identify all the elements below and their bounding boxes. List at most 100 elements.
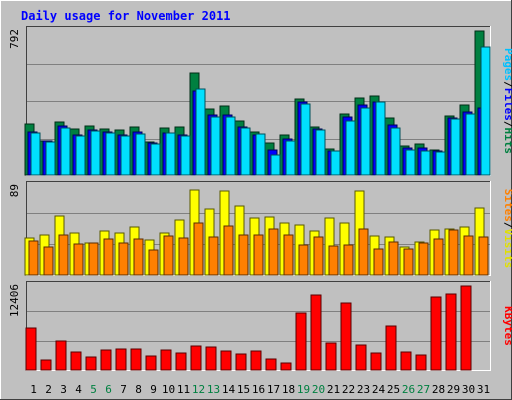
legend-part: Sites bbox=[502, 189, 512, 222]
bar-sites-day-2 bbox=[43, 246, 54, 276]
bar-sites-day-3 bbox=[58, 234, 69, 276]
bar-sites-day-25 bbox=[388, 241, 399, 276]
bar-sites-day-22 bbox=[343, 244, 354, 276]
chart-title: Daily usage for November 2011 bbox=[21, 9, 231, 23]
bar-pages-day-3 bbox=[60, 127, 71, 176]
bar-pages-day-30 bbox=[465, 113, 476, 176]
bar-sites-day-13 bbox=[208, 236, 219, 276]
bar-kbytes-day-12 bbox=[190, 345, 202, 371]
bar-sites-day-12 bbox=[193, 222, 204, 276]
bar-kbytes-day-5 bbox=[85, 356, 97, 371]
bar-pages-day-7 bbox=[120, 135, 131, 176]
bar-sites-day-18 bbox=[283, 234, 294, 276]
bar-pages-day-22 bbox=[345, 120, 356, 176]
bar-kbytes-day-15 bbox=[235, 353, 247, 371]
x-tick-label-day-1: 1 bbox=[30, 383, 37, 396]
series-pages bbox=[30, 46, 491, 176]
bar-kbytes-day-2 bbox=[40, 359, 52, 371]
bar-kbytes-day-4 bbox=[70, 351, 82, 371]
x-tick-label-day-19: 19 bbox=[297, 383, 310, 396]
bar-kbytes-day-25 bbox=[385, 325, 397, 371]
x-tick-label-day-20: 20 bbox=[312, 383, 325, 396]
bar-sites-day-23 bbox=[358, 228, 369, 276]
bar-sites-day-1 bbox=[28, 240, 39, 276]
x-tick-label-day-12: 12 bbox=[192, 383, 205, 396]
x-tick-label-day-9: 9 bbox=[150, 383, 157, 396]
bar-pages-day-11 bbox=[180, 135, 191, 176]
bar-pages-day-28 bbox=[435, 151, 446, 176]
x-tick-label-day-6: 6 bbox=[105, 383, 112, 396]
bar-kbytes-day-13 bbox=[205, 346, 217, 371]
y-max-label: 792 bbox=[8, 29, 21, 49]
bar-kbytes-day-14 bbox=[220, 350, 232, 371]
bar-pages-day-25 bbox=[390, 127, 401, 176]
bar-pages-day-2 bbox=[45, 141, 56, 176]
legend-part: Pages bbox=[502, 48, 512, 81]
bar-kbytes-day-11 bbox=[175, 352, 187, 371]
bar-pages-day-24 bbox=[375, 101, 386, 176]
series-sites bbox=[28, 222, 489, 276]
bar-sites-day-26 bbox=[403, 248, 414, 276]
bar-pages-day-20 bbox=[315, 129, 326, 176]
panel-legend-label: Sites/Visits bbox=[502, 189, 512, 269]
bar-sites-day-8 bbox=[133, 238, 144, 276]
x-tick-label-day-25: 25 bbox=[387, 383, 400, 396]
bar-kbytes-day-9 bbox=[145, 355, 157, 371]
bar-kbytes-day-30 bbox=[460, 285, 472, 371]
bar-kbytes-day-8 bbox=[130, 348, 142, 371]
panel-kbytes: 12406 KBytes bbox=[8, 281, 512, 371]
bar-sites-day-15 bbox=[238, 234, 249, 276]
x-tick-label-day-3: 3 bbox=[60, 383, 67, 396]
bar-sites-day-7 bbox=[118, 242, 129, 276]
bar-pages-day-4 bbox=[75, 135, 86, 176]
legend-part: KBytes bbox=[502, 306, 512, 346]
legend-part: / bbox=[502, 121, 512, 128]
bar-kbytes-day-27 bbox=[415, 354, 427, 371]
x-tick-label-day-13: 13 bbox=[207, 383, 220, 396]
bar-sites-day-17 bbox=[268, 228, 279, 276]
bar-pages-day-23 bbox=[360, 107, 371, 176]
x-tick-label-day-4: 4 bbox=[75, 383, 82, 396]
bar-kbytes-day-19 bbox=[295, 312, 307, 371]
bar-pages-day-16 bbox=[255, 133, 266, 176]
x-tick-label-day-24: 24 bbox=[372, 383, 386, 396]
bar-kbytes-day-6 bbox=[100, 349, 112, 371]
bar-sites-day-31 bbox=[478, 236, 489, 276]
x-tick-label-day-29: 29 bbox=[447, 383, 460, 396]
x-tick-label-day-5: 5 bbox=[90, 383, 97, 396]
bar-pages-day-19 bbox=[300, 103, 311, 176]
bar-kbytes-day-10 bbox=[160, 349, 172, 371]
x-tick-label-day-14: 14 bbox=[222, 383, 236, 396]
legend-part: Visits bbox=[502, 229, 512, 269]
bar-pages-day-6 bbox=[105, 132, 116, 176]
bar-kbytes-day-23 bbox=[355, 344, 367, 371]
x-tick-label-day-2: 2 bbox=[45, 383, 52, 396]
bar-pages-day-9 bbox=[150, 143, 161, 176]
bar-kbytes-day-17 bbox=[265, 358, 277, 371]
legend-part: / bbox=[502, 81, 512, 88]
x-tick-label-day-8: 8 bbox=[135, 383, 142, 396]
bar-sites-day-14 bbox=[223, 225, 234, 276]
bar-pages-day-15 bbox=[240, 127, 251, 176]
bar-kbytes-day-16 bbox=[250, 350, 262, 371]
bar-sites-day-24 bbox=[373, 248, 384, 276]
bar-pages-day-18 bbox=[285, 140, 296, 176]
x-tick-label-day-7: 7 bbox=[120, 383, 127, 396]
bar-kbytes-day-7 bbox=[115, 348, 127, 371]
bar-pages-day-13 bbox=[210, 116, 221, 176]
bar-sites-day-19 bbox=[298, 244, 309, 276]
bar-kbytes-day-24 bbox=[370, 352, 382, 371]
bar-pages-day-12 bbox=[195, 88, 206, 176]
bar-pages-day-17 bbox=[270, 154, 281, 176]
bar-pages-day-1 bbox=[30, 132, 41, 176]
bar-kbytes-day-20 bbox=[310, 294, 322, 371]
x-tick-label-day-27: 27 bbox=[417, 383, 430, 396]
panel-hits-files-pages: 792 Pages/Files/Hits bbox=[8, 26, 512, 176]
x-tick-label-day-21: 21 bbox=[327, 383, 340, 396]
panel-legend-label: Pages/Files/Hits bbox=[502, 48, 512, 154]
bar-sites-day-6 bbox=[103, 238, 114, 276]
x-tick-label-day-10: 10 bbox=[162, 383, 175, 396]
bar-kbytes-day-18 bbox=[280, 362, 292, 371]
bar-sites-day-16 bbox=[253, 234, 264, 276]
x-tick-label-day-30: 30 bbox=[462, 383, 475, 396]
